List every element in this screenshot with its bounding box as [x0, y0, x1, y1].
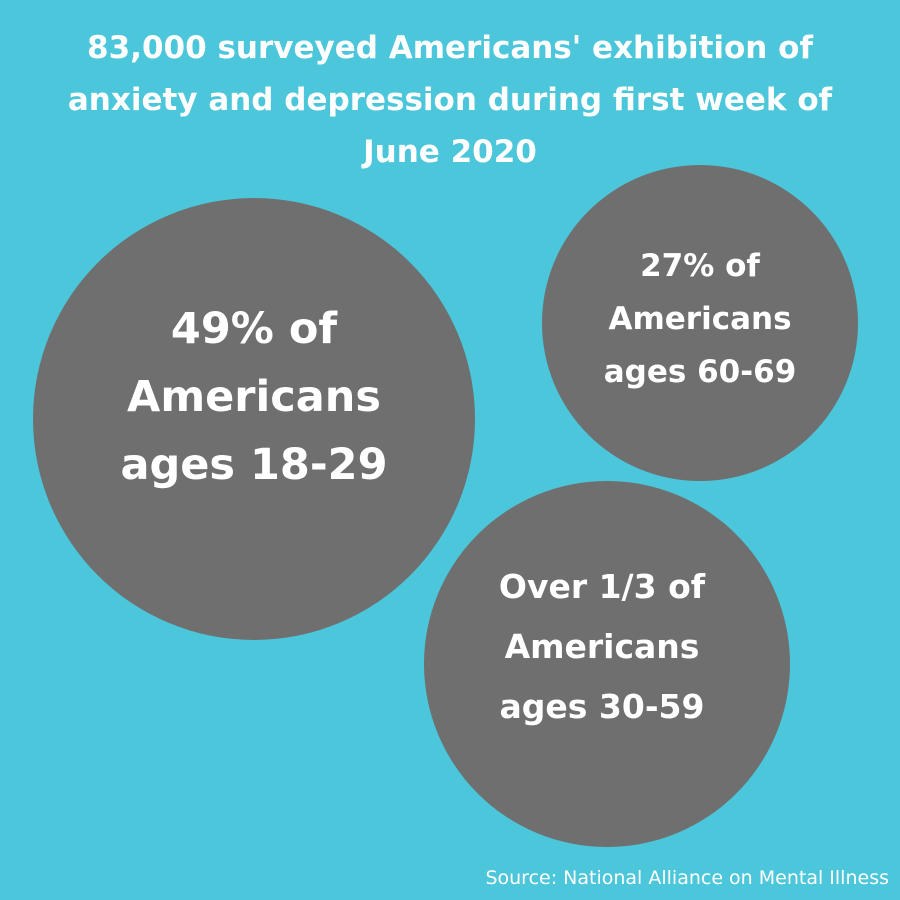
title-line: June 2020	[363, 134, 537, 170]
source-citation: Source: National Alliance on Mental Illn…	[485, 867, 889, 889]
stat-text: 49% of Americans ages 18-29	[120, 295, 387, 499]
stat-text: 27% of Americans ages 60-69	[604, 240, 797, 399]
title-line: 83,000 surveyed Americans' exhibition of	[87, 30, 813, 66]
stat-ages: ages 60-69	[603, 353, 797, 390]
stat-text: Over 1/3 of Americans ages 30-59	[499, 557, 705, 737]
title-line: anxiety and depression during first week…	[67, 82, 833, 118]
stat-ages: ages 18-29	[120, 440, 388, 490]
stat-percent: Over 1/3 of	[498, 567, 706, 606]
stat-bubble-ages-30-59: Over 1/3 of Americans ages 30-59	[424, 481, 790, 847]
stat-percent: 49% of	[170, 304, 338, 354]
stat-group: Americans	[608, 300, 792, 337]
stat-bubble-ages-60-69: 27% of Americans ages 60-69	[542, 165, 858, 481]
stat-ages: ages 30-59	[499, 687, 705, 726]
stat-group: Americans	[504, 627, 700, 666]
infographic-title: 83,000 surveyed Americans' exhibition of…	[20, 22, 880, 178]
stat-bubble-ages-18-29: 49% of Americans ages 18-29	[33, 198, 475, 640]
stat-group: Americans	[127, 372, 381, 422]
stat-percent: 27% of	[640, 247, 760, 284]
